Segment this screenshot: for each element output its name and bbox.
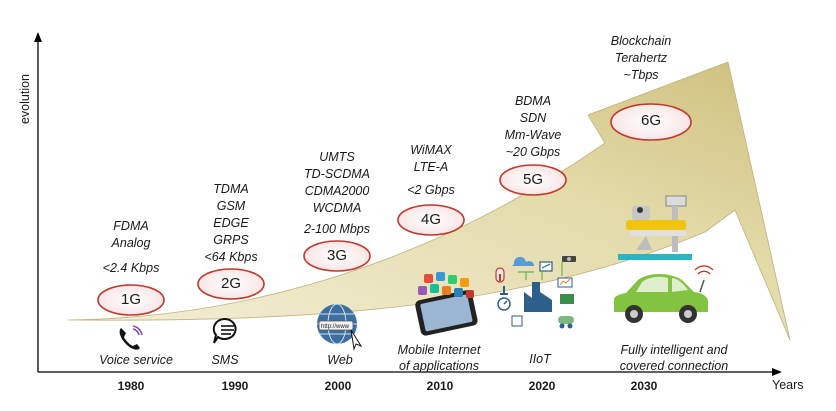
tech-1g: FDMA Analog <2.4 Kbps [86,218,176,277]
service-6g: Fully intelligent and covered connection [604,342,744,374]
tech-5g: BDMA SDN Mm-Wave ~20 Gbps [488,93,578,161]
svg-text:http://www: http://www [321,324,350,330]
speed-line: ~Tbps [623,68,659,82]
year-1980: 1980 [117,379,145,393]
tech-line: WCDMA [312,201,362,215]
oval-5g [499,164,567,196]
year-1990: 1990 [221,379,249,393]
tech-line: Blockchain [610,34,672,48]
tech-3g: UMTS TD-SCDMA CDMA2000 WCDMA 2-100 Mbps [287,149,387,238]
tech-line: Terahertz [614,51,668,65]
speed-line: <64 Kbps [204,250,258,264]
service-line: Web [327,353,353,367]
tech-line: TD-SCDMA [304,167,370,181]
y-axis-arrowhead [34,32,42,42]
service-1g: Voice service [86,352,186,368]
service-2g: SMS [195,352,255,368]
connected-car-icon [614,265,714,323]
speed-line: ~20 Gbps [505,145,561,159]
x-axis-label: Years [772,378,804,392]
gen-label-6g: 6G [640,112,661,129]
speed-line: <2 Gbps [407,183,455,197]
service-line: Mobile Internet [397,343,481,357]
speed-line: <2.4 Kbps [102,261,160,275]
service-line: of applications [399,359,479,373]
gen-label-3g: 3G [326,247,347,264]
tech-2g: TDMA GSM EDGE GRPS <64 Kbps [186,181,276,266]
factory-iot-icon [495,256,576,329]
gen-label-2g: 2G [220,275,241,292]
x-axis-arrowhead [772,368,782,376]
speed-line: 2-100 Mbps [303,222,370,236]
tech-line: GRPS [213,233,249,247]
tech-6g: Blockchain Terahertz ~Tbps [596,33,686,84]
oval-2g [197,268,265,300]
oval-3g [303,240,371,272]
growth-arrow [67,61,791,341]
tech-line: FDMA [113,219,149,233]
year-2020: 2020 [528,379,556,393]
tech-line: GSM [216,199,246,213]
year-2030: 2030 [630,379,658,393]
oval-4g [397,204,465,236]
service-line: Fully intelligent and [620,343,728,357]
tech-line: LTE-A [413,160,449,174]
tech-line: TDMA [213,182,249,196]
service-3g: Web [310,352,370,368]
tech-line: UMTS [319,150,355,164]
oval-1g [97,284,165,316]
tech-line: BDMA [514,94,552,108]
globe-icon: http://www [317,303,363,351]
service-line: Voice service [99,353,173,367]
tech-line: SDN [519,111,547,125]
service-line: IIoT [529,352,551,366]
service-line: SMS [211,353,239,367]
oval-6g [610,103,692,141]
tech-line: CDMA2000 [304,184,370,198]
gen-label-1g: 1G [120,291,141,308]
tech-line: Mm-Wave [504,128,562,142]
tech-4g: WiMAX LTE-A <2 Gbps [386,142,476,199]
tech-line: Analog [111,236,151,250]
tech-line: EDGE [213,216,249,230]
phone-icon [119,325,143,350]
year-2000: 2000 [324,379,352,393]
service-4g: Mobile Internet of applications [384,342,494,374]
gen-label-4g: 4G [420,211,441,228]
y-axis-label: evolution [18,73,32,125]
robotic-bed-icon [618,195,692,260]
chat-bubble-icon [212,317,237,344]
tech-line: WiMAX [410,143,452,157]
smartphone-apps-icon [415,272,478,336]
service-5g: IIoT [515,351,565,367]
year-2010: 2010 [426,379,454,393]
service-line: covered connection [619,359,729,373]
gen-label-5g: 5G [522,171,543,188]
